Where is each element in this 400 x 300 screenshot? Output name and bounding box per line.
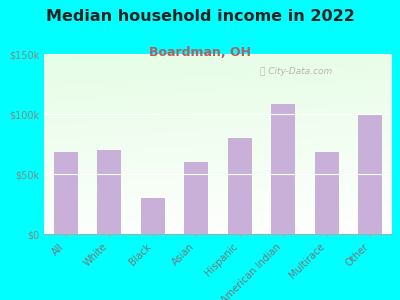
Bar: [141, 198, 165, 234]
Bar: [184, 162, 208, 234]
Text: Boardman, OH: Boardman, OH: [149, 46, 251, 59]
Text: Median household income in 2022: Median household income in 2022: [46, 9, 354, 24]
Bar: [271, 104, 295, 234]
Bar: [97, 150, 121, 234]
Bar: [54, 152, 78, 234]
Bar: [315, 152, 339, 234]
Text: ⓘ City-Data.com: ⓘ City-Data.com: [260, 67, 332, 76]
Bar: [358, 114, 382, 234]
Bar: [228, 138, 252, 234]
